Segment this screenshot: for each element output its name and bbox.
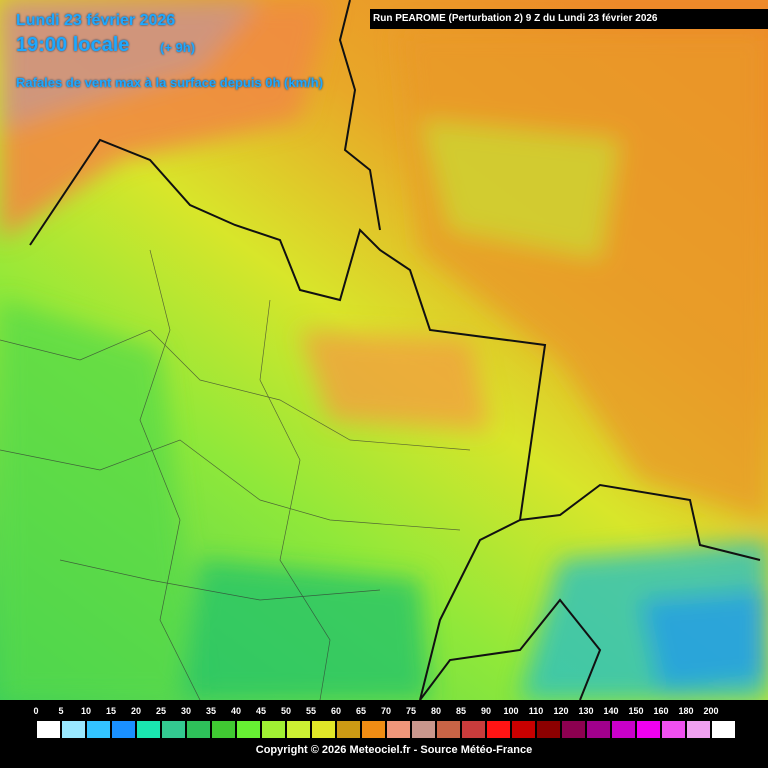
legend-swatch	[111, 720, 136, 739]
legend-label: 75	[405, 706, 417, 716]
legend-label: 180	[678, 706, 694, 716]
legend-label: 55	[305, 706, 317, 716]
legend-label: 140	[603, 706, 619, 716]
legend-swatch	[586, 720, 611, 739]
legend-swatch	[486, 720, 511, 739]
legend-swatch	[86, 720, 111, 739]
legend-swatch	[261, 720, 286, 739]
subtitle: Rafales de vent max à la surface depuis …	[16, 75, 324, 90]
legend-swatch	[311, 720, 336, 739]
legend-label: 50	[280, 706, 292, 716]
wind-field	[0, 0, 768, 700]
legend-swatch	[386, 720, 411, 739]
legend-label: 150	[628, 706, 644, 716]
legend-label: 65	[355, 706, 367, 716]
legend-swatch	[661, 720, 686, 739]
run-banner: Run PEAROME (Perturbation 2) 9 Z du Lund…	[370, 9, 768, 29]
copyright: Copyright © 2026 Meteociel.fr - Source M…	[255, 744, 533, 756]
legend-label: 85	[455, 706, 467, 716]
legend-label: 40	[230, 706, 242, 716]
time-offset: (+ 9h)	[160, 40, 196, 55]
legend-label: 5	[58, 706, 64, 716]
legend-swatch	[561, 720, 586, 739]
legend-label: 200	[703, 706, 719, 716]
legend-label: 130	[578, 706, 594, 716]
legend-swatch	[411, 720, 436, 739]
legend-label: 35	[205, 706, 217, 716]
legend-swatch	[361, 720, 386, 739]
legend-label: 60	[330, 706, 342, 716]
date: Lundi 23 février 2026	[16, 12, 176, 29]
legend-swatch	[711, 720, 736, 739]
legend-swatch	[461, 720, 486, 739]
legend-swatch	[511, 720, 536, 739]
local-time: 19:00 locale	[16, 34, 130, 56]
legend-swatch	[686, 720, 711, 739]
legend-swatch	[161, 720, 186, 739]
legend-swatch	[286, 720, 311, 739]
legend-swatch	[536, 720, 561, 739]
legend-label: 30	[180, 706, 192, 716]
legend-swatch	[611, 720, 636, 739]
legend-label: 0	[33, 706, 39, 716]
legend-label: 10	[80, 706, 92, 716]
legend-label: 25	[155, 706, 167, 716]
legend-label: 45	[255, 706, 267, 716]
legend-label: 110	[528, 706, 544, 716]
legend-label: 20	[130, 706, 142, 716]
legend-label: 120	[553, 706, 569, 716]
legend-label: 80	[430, 706, 442, 716]
legend-swatch	[61, 720, 86, 739]
legend-label: 90	[480, 706, 492, 716]
legend-label: 70	[380, 706, 392, 716]
country-borders	[29, 0, 761, 700]
legend-swatch	[436, 720, 461, 739]
legend-swatch	[36, 720, 61, 739]
legend-swatch	[236, 720, 261, 739]
legend-swatch	[186, 720, 211, 739]
legend-swatch	[136, 720, 161, 739]
legend-label: 15	[105, 706, 117, 716]
region-borders	[0, 249, 471, 700]
wind-gust-map	[0, 0, 768, 700]
legend-swatch	[336, 720, 361, 739]
legend-label: 160	[653, 706, 669, 716]
legend-swatch	[211, 720, 236, 739]
legend: 0 5 10 15 20 25 30 35 40 45 50 55 60 65 70 75 80 85 90 100 1…	[0, 700, 768, 768]
legend-swatch	[636, 720, 661, 739]
legend-label: 100	[503, 706, 519, 716]
